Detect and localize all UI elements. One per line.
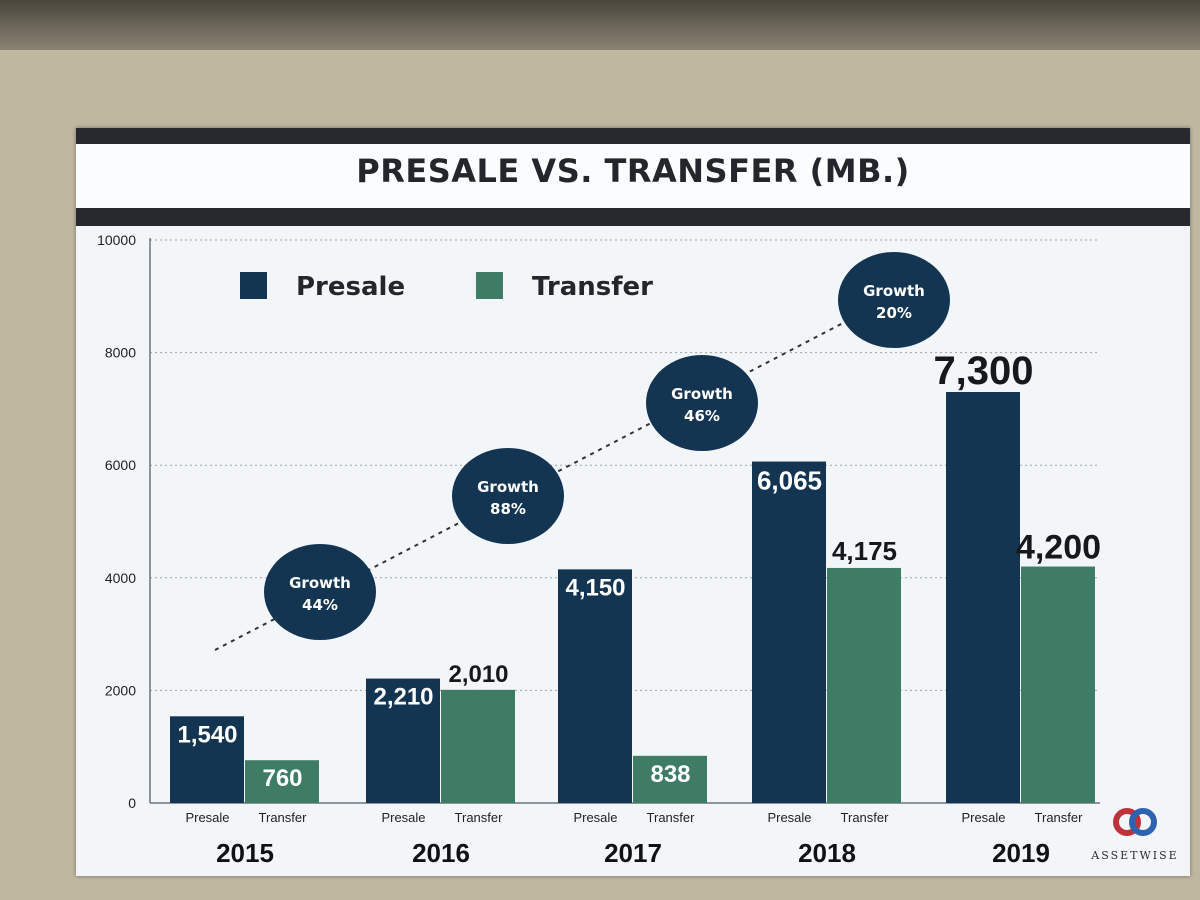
bar-presale-2016 bbox=[366, 678, 440, 803]
growth-value: 20% bbox=[876, 304, 912, 322]
data-label-transfer-2019: 4,200 bbox=[1016, 529, 1101, 567]
bar-label-transfer-2019: Transfer bbox=[1035, 810, 1084, 825]
bar-presale-2015 bbox=[170, 716, 244, 803]
data-label-presale-2017: 4,150 bbox=[565, 574, 625, 601]
bar-presale-2017 bbox=[558, 569, 632, 803]
data-label-presale-2019: 7,300 bbox=[933, 349, 1033, 393]
growth-value: 88% bbox=[490, 500, 526, 518]
growth-value: 44% bbox=[302, 596, 338, 614]
y-tick-label: 8000 bbox=[105, 345, 136, 361]
data-label-transfer-2018: 4,175 bbox=[832, 536, 897, 566]
legend-swatch-transfer bbox=[476, 272, 503, 299]
y-tick-label: 6000 bbox=[105, 457, 136, 473]
growth-label: Growth bbox=[671, 385, 733, 403]
legend-label-presale: Presale bbox=[296, 272, 405, 302]
title-band bbox=[76, 208, 1190, 226]
bar-label-presale-2019: Presale bbox=[961, 810, 1005, 825]
bar-presale-2019 bbox=[946, 392, 1020, 803]
bar-label-transfer-2015: Transfer bbox=[259, 810, 308, 825]
legend-label-transfer: Transfer bbox=[532, 272, 653, 302]
bar-label-presale-2018: Presale bbox=[767, 810, 811, 825]
interlocking-rings-logo bbox=[1113, 808, 1157, 836]
bar-transfer-2015 bbox=[245, 760, 319, 803]
growth-bubble bbox=[838, 252, 950, 348]
data-label-transfer-2015: 760 bbox=[262, 765, 302, 792]
growth-bubble bbox=[264, 544, 376, 640]
bar-transfer-2018 bbox=[827, 567, 901, 803]
data-label-presale-2018: 6,065 bbox=[757, 466, 822, 496]
x-category-label: 2017 bbox=[604, 838, 662, 868]
bar-label-presale-2015: Presale bbox=[185, 810, 229, 825]
y-tick-label: 2000 bbox=[105, 682, 136, 698]
bar-label-transfer-2016: Transfer bbox=[455, 810, 504, 825]
brand: ASSETWISE bbox=[1070, 806, 1200, 862]
growth-value: 46% bbox=[684, 407, 720, 425]
background-wall bbox=[0, 0, 1200, 50]
x-category-label: 2018 bbox=[798, 838, 856, 868]
x-category-label: 2015 bbox=[216, 838, 274, 868]
growth-bubble bbox=[452, 448, 564, 544]
bar-label-transfer-2017: Transfer bbox=[647, 810, 696, 825]
x-category-label: 2016 bbox=[412, 838, 470, 868]
bar-transfer-2017 bbox=[633, 755, 707, 803]
bar-label-transfer-2018: Transfer bbox=[841, 810, 890, 825]
data-label-presale-2016: 2,210 bbox=[373, 684, 433, 711]
bar-label-presale-2016: Presale bbox=[381, 810, 425, 825]
growth-label: Growth bbox=[863, 282, 925, 300]
y-tick-label: 10000 bbox=[97, 232, 136, 248]
chart-title: PRESALE VS. TRANSFER (MB.) bbox=[356, 152, 910, 190]
bar-transfer-2016 bbox=[441, 689, 515, 803]
data-label-transfer-2017: 838 bbox=[650, 761, 690, 788]
growth-label: Growth bbox=[289, 574, 351, 592]
growth-label: Growth bbox=[477, 478, 539, 496]
x-category-label: 2019 bbox=[992, 838, 1050, 868]
bar-transfer-2019 bbox=[1021, 566, 1095, 803]
brand-name: ASSETWISE bbox=[1091, 849, 1179, 862]
bar-presale-2018 bbox=[752, 461, 826, 803]
y-tick-label: 4000 bbox=[105, 570, 136, 586]
bar-label-presale-2017: Presale bbox=[573, 810, 617, 825]
data-label-transfer-2016: 2,010 bbox=[448, 661, 508, 688]
y-tick-label: 0 bbox=[128, 795, 136, 811]
slide-top-band bbox=[76, 128, 1190, 144]
growth-bubble bbox=[646, 355, 758, 451]
legend-swatch-presale bbox=[240, 272, 267, 299]
data-label-presale-2015: 1,540 bbox=[177, 721, 237, 748]
